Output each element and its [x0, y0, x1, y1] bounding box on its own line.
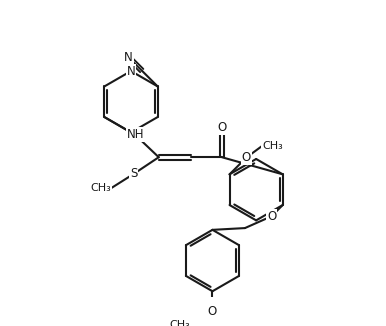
Text: O: O	[267, 210, 276, 223]
Text: N: N	[127, 126, 135, 139]
Text: NH: NH	[126, 128, 144, 141]
Text: CH₃: CH₃	[262, 141, 283, 151]
Text: CH₃: CH₃	[91, 183, 112, 193]
Text: CH₃: CH₃	[169, 320, 190, 326]
Text: N: N	[124, 51, 133, 64]
Text: S: S	[130, 167, 138, 180]
Text: O: O	[242, 151, 251, 164]
Text: O: O	[208, 305, 217, 319]
Text: O: O	[217, 121, 227, 134]
Text: N: N	[127, 65, 135, 78]
